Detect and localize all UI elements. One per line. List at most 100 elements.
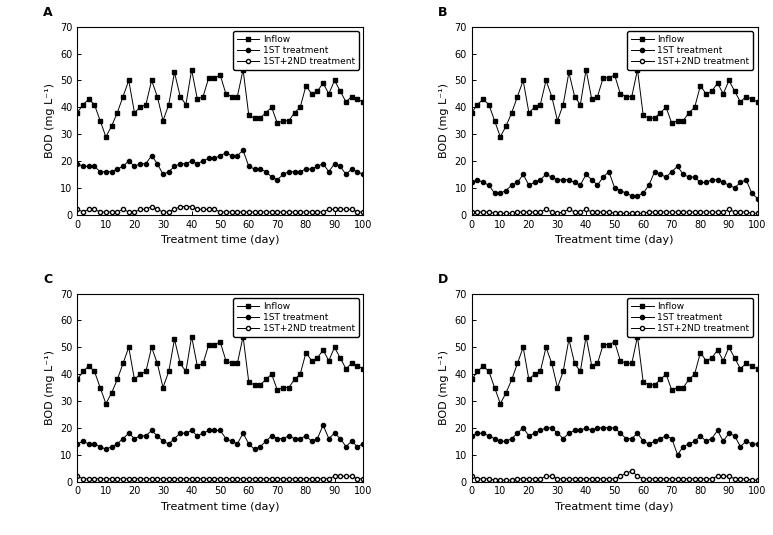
- 1ST+2ND treatment: [467, 209, 476, 215]
- Inflow: [495, 400, 505, 407]
- 1ST+2ND treatment: [684, 209, 693, 215]
- Line: 1ST+2ND treatment: 1ST+2ND treatment: [470, 469, 760, 482]
- 1ST treatment: [753, 195, 762, 202]
- Inflow: [667, 120, 676, 127]
- Inflow: [581, 66, 591, 73]
- X-axis label: Treatment time (day): Treatment time (day): [161, 502, 280, 512]
- Inflow: [536, 368, 545, 374]
- 1ST treatment: [656, 171, 665, 178]
- Inflow: [536, 102, 545, 108]
- 1ST treatment: [352, 169, 362, 175]
- Line: Inflow: Inflow: [75, 334, 365, 406]
- 1ST treatment: [73, 160, 82, 167]
- 1ST treatment: [753, 441, 762, 447]
- 1ST+2ND treatment: [490, 477, 499, 483]
- Line: 1ST+2ND treatment: 1ST+2ND treatment: [75, 474, 365, 481]
- 1ST treatment: [73, 441, 82, 447]
- Inflow: [359, 365, 368, 372]
- Inflow: [164, 368, 173, 374]
- Y-axis label: BOD (mg L⁻¹): BOD (mg L⁻¹): [439, 350, 449, 425]
- Inflow: [559, 368, 568, 374]
- Inflow: [753, 98, 762, 105]
- Line: Inflow: Inflow: [470, 67, 760, 139]
- 1ST+2ND treatment: [141, 476, 151, 482]
- Inflow: [753, 365, 762, 372]
- 1ST+2ND treatment: [78, 476, 87, 482]
- 1ST treatment: [467, 433, 476, 439]
- 1ST+2ND treatment: [684, 476, 693, 482]
- 1ST+2ND treatment: [359, 209, 368, 215]
- 1ST+2ND treatment: [267, 476, 276, 482]
- Legend: Inflow, 1ST treatment, 1ST+2ND treatment: Inflow, 1ST treatment, 1ST+2ND treatment: [233, 31, 359, 70]
- Inflow: [273, 387, 282, 393]
- 1ST+2ND treatment: [352, 476, 362, 482]
- 1ST+2ND treatment: [147, 203, 156, 210]
- Inflow: [187, 66, 196, 73]
- 1ST+2ND treatment: [359, 476, 368, 482]
- 1ST treatment: [135, 160, 145, 167]
- 1ST treatment: [238, 147, 247, 154]
- 1ST+2ND treatment: [747, 477, 757, 483]
- Text: D: D: [438, 273, 448, 286]
- Line: 1ST treatment: 1ST treatment: [75, 148, 365, 182]
- 1ST treatment: [158, 171, 168, 178]
- 1ST treatment: [530, 179, 540, 186]
- Line: 1ST+2ND treatment: 1ST+2ND treatment: [470, 207, 760, 216]
- Inflow: [581, 333, 591, 340]
- Line: 1ST treatment: 1ST treatment: [470, 426, 760, 457]
- 1ST treatment: [164, 441, 173, 447]
- 1ST+2ND treatment: [564, 476, 574, 482]
- 1ST+2ND treatment: [564, 206, 574, 212]
- 1ST treatment: [164, 169, 173, 175]
- 1ST treatment: [673, 452, 682, 458]
- Inflow: [359, 98, 368, 105]
- Text: A: A: [43, 6, 53, 19]
- 1ST treatment: [679, 171, 688, 178]
- 1ST+2ND treatment: [290, 209, 299, 215]
- X-axis label: Treatment time (day): Treatment time (day): [555, 235, 674, 245]
- Inflow: [747, 96, 757, 102]
- Inflow: [170, 336, 179, 342]
- 1ST+2ND treatment: [627, 468, 636, 474]
- Inflow: [559, 102, 568, 108]
- Inflow: [352, 96, 362, 102]
- Y-axis label: BOD (mg L⁻¹): BOD (mg L⁻¹): [439, 83, 449, 158]
- Inflow: [290, 376, 299, 383]
- 1ST treatment: [519, 425, 528, 431]
- 1ST treatment: [318, 422, 328, 429]
- 1ST+2ND treatment: [753, 477, 762, 483]
- 1ST+2ND treatment: [559, 476, 568, 482]
- 1ST+2ND treatment: [536, 476, 545, 482]
- Inflow: [684, 110, 693, 116]
- 1ST+2ND treatment: [467, 473, 476, 479]
- X-axis label: Treatment time (day): Treatment time (day): [555, 502, 674, 512]
- Line: Inflow: Inflow: [75, 67, 365, 139]
- Legend: Inflow, 1ST treatment, 1ST+2ND treatment: Inflow, 1ST treatment, 1ST+2ND treatment: [628, 298, 753, 337]
- 1ST+2ND treatment: [164, 476, 173, 482]
- 1ST+2ND treatment: [536, 209, 545, 215]
- 1ST+2ND treatment: [352, 209, 362, 215]
- 1ST treatment: [564, 430, 574, 437]
- 1ST treatment: [359, 441, 368, 447]
- Inflow: [564, 336, 574, 342]
- 1ST+2ND treatment: [175, 203, 185, 210]
- Legend: Inflow, 1ST treatment, 1ST+2ND treatment: Inflow, 1ST treatment, 1ST+2ND treatment: [233, 298, 359, 337]
- 1ST treatment: [559, 177, 568, 183]
- Inflow: [290, 110, 299, 116]
- Inflow: [467, 376, 476, 383]
- Line: Inflow: Inflow: [470, 334, 760, 406]
- Inflow: [101, 400, 111, 407]
- Inflow: [141, 368, 151, 374]
- Inflow: [747, 363, 757, 369]
- 1ST+2ND treatment: [753, 210, 762, 217]
- 1ST+2ND treatment: [73, 206, 82, 212]
- Inflow: [684, 376, 693, 383]
- Text: C: C: [43, 273, 52, 286]
- Inflow: [273, 120, 282, 127]
- Inflow: [73, 376, 82, 383]
- Inflow: [141, 102, 151, 108]
- 1ST treatment: [284, 433, 294, 439]
- 1ST+2ND treatment: [170, 206, 179, 212]
- 1ST+2ND treatment: [667, 476, 676, 482]
- 1ST treatment: [267, 174, 276, 180]
